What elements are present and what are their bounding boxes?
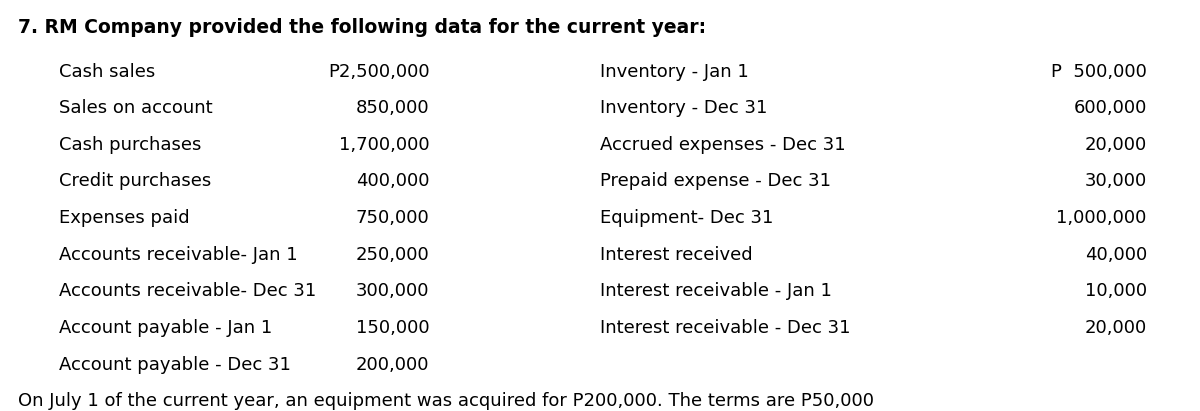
Text: Interest receivable - Jan 1: Interest receivable - Jan 1 (600, 282, 832, 300)
Text: 20,000: 20,000 (1085, 319, 1147, 337)
Text: 40,000: 40,000 (1085, 246, 1147, 264)
Text: Interest receivable - Dec 31: Interest receivable - Dec 31 (600, 319, 851, 337)
Text: Account payable - Jan 1: Account payable - Jan 1 (59, 319, 272, 337)
Text: 20,000: 20,000 (1085, 136, 1147, 154)
Text: Credit purchases: Credit purchases (59, 173, 211, 190)
Text: On July 1 of the current year, an equipment was acquired for P200,000. The terms: On July 1 of the current year, an equipm… (18, 393, 874, 411)
Text: 750,000: 750,000 (355, 209, 430, 227)
Text: 250,000: 250,000 (355, 246, 430, 264)
Text: Sales on account: Sales on account (59, 99, 212, 117)
Text: 1,700,000: 1,700,000 (338, 136, 430, 154)
Text: 1,000,000: 1,000,000 (1056, 209, 1147, 227)
Text: Accrued expenses - Dec 31: Accrued expenses - Dec 31 (600, 136, 846, 154)
Text: 10,000: 10,000 (1085, 282, 1147, 300)
Text: 200,000: 200,000 (356, 356, 430, 374)
Text: Inventory - Dec 31: Inventory - Dec 31 (600, 99, 767, 117)
Text: 7. RM Company provided the following data for the current year:: 7. RM Company provided the following dat… (18, 18, 706, 37)
Text: Account payable - Dec 31: Account payable - Dec 31 (59, 356, 290, 374)
Text: P  500,000: P 500,000 (1051, 62, 1147, 81)
Text: 400,000: 400,000 (356, 173, 430, 190)
Text: Cash sales: Cash sales (59, 62, 155, 81)
Text: 150,000: 150,000 (356, 319, 430, 337)
Text: 850,000: 850,000 (356, 99, 430, 117)
Text: 30,000: 30,000 (1085, 173, 1147, 190)
Text: Equipment- Dec 31: Equipment- Dec 31 (600, 209, 773, 227)
Text: Accounts receivable- Dec 31: Accounts receivable- Dec 31 (59, 282, 317, 300)
Text: Inventory - Jan 1: Inventory - Jan 1 (600, 62, 749, 81)
Text: Prepaid expense - Dec 31: Prepaid expense - Dec 31 (600, 173, 830, 190)
Text: Expenses paid: Expenses paid (59, 209, 190, 227)
Text: Accounts receivable- Jan 1: Accounts receivable- Jan 1 (59, 246, 298, 264)
Text: Interest received: Interest received (600, 246, 752, 264)
Text: Cash purchases: Cash purchases (59, 136, 202, 154)
Text: 300,000: 300,000 (356, 282, 430, 300)
Text: 600,000: 600,000 (1074, 99, 1147, 117)
Text: P2,500,000: P2,500,000 (328, 62, 430, 81)
